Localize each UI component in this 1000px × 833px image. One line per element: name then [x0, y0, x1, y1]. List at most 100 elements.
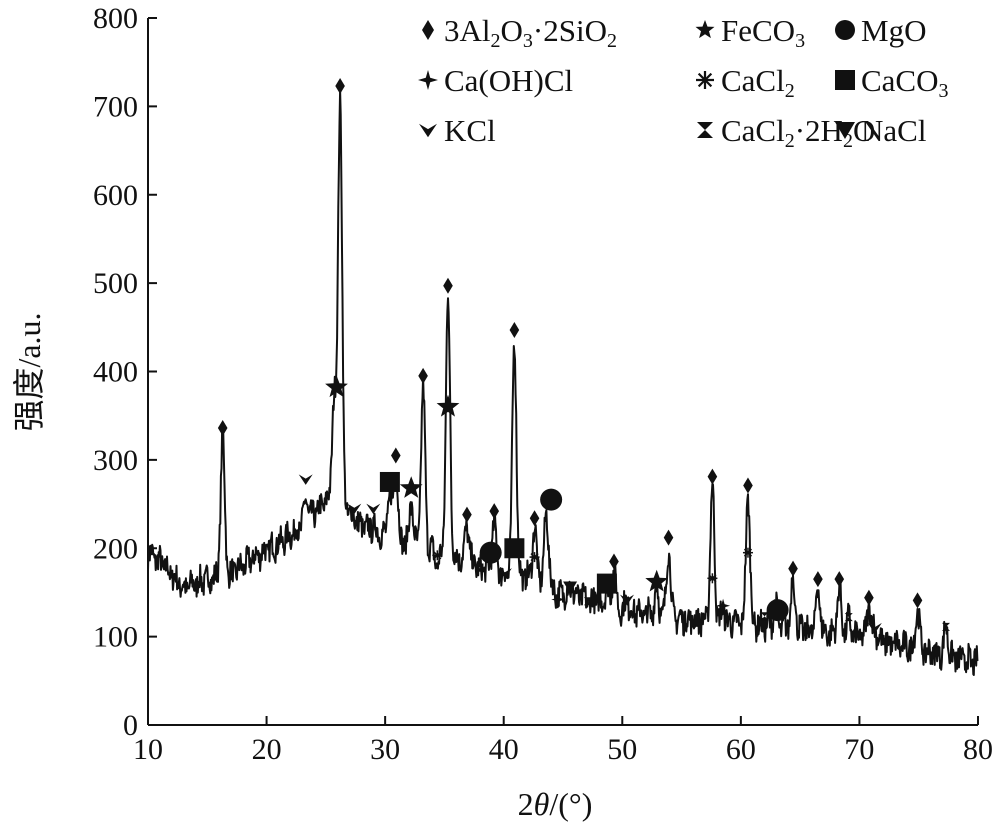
legend-label-part: 3 — [523, 30, 533, 52]
asterisk-marker — [529, 552, 540, 563]
legend-label-part: 3 — [939, 80, 949, 102]
chevron-marker — [298, 474, 313, 485]
diamond-marker — [743, 477, 753, 494]
legend-item: NaCl — [835, 113, 926, 148]
asterisk-marker — [707, 573, 718, 584]
diamond-marker — [788, 560, 798, 577]
legend-item: Ca(OH)Cl — [418, 63, 573, 98]
diffraction-pattern-line — [147, 89, 979, 676]
y-tick-label: 200 — [93, 532, 138, 565]
legend-label-part: Ca(OH)Cl — [444, 63, 573, 98]
legend-label-part: 2 — [785, 130, 795, 152]
cross4-marker — [716, 598, 731, 613]
legend-label-part: CaCl — [721, 63, 785, 98]
x-axis-label-part: /(°) — [549, 786, 592, 822]
y-tick-label: 100 — [93, 621, 138, 654]
chevron-marker — [497, 568, 512, 579]
legend-label: MgO — [861, 13, 926, 48]
x-axis-label-part: 2 — [518, 786, 534, 822]
legend-item: 3Al2O3·2SiO2 — [422, 13, 617, 52]
plot-area: 0 100 200 300 400 500 600 700 800 10 20 30 40 50 60 70… — [93, 2, 993, 766]
legend-item: KCl — [419, 113, 496, 148]
legend-label-part: ·2SiO — [533, 13, 607, 48]
legend-label-part: MgO — [861, 13, 926, 48]
bowtie-legend-icon — [697, 122, 713, 138]
diamond-marker — [813, 571, 823, 588]
legend-label-part: CaCO — [861, 63, 939, 98]
chevron-marker — [366, 503, 381, 515]
x-tick-label: 60 — [726, 733, 756, 766]
legend-label-part: NaCl — [861, 113, 926, 148]
star-legend-icon — [695, 20, 715, 39]
legend-item: CaCl2 — [696, 63, 795, 102]
legend-label-part: KCl — [444, 113, 496, 148]
legend-label: 3Al2O3·2SiO2 — [444, 13, 617, 52]
square-marker — [379, 471, 400, 492]
asterisk-marker — [742, 547, 753, 558]
legend-label-part: 2 — [785, 80, 795, 102]
legend-label: Ca(OH)Cl — [444, 63, 573, 98]
chevron-legend-icon — [419, 123, 437, 138]
diamond-marker — [509, 321, 520, 338]
star-marker — [399, 476, 423, 498]
diamond-marker — [462, 506, 472, 523]
y-tick-label: 800 — [93, 2, 138, 35]
y-axis-label: 强度/a.u. — [11, 312, 47, 431]
diamond-marker — [864, 589, 874, 606]
legend-label-part: 2 — [843, 130, 853, 152]
legend-label-part: 3 — [795, 30, 805, 52]
legend-label: FeCO3 — [721, 13, 805, 52]
chevron-marker — [620, 594, 635, 606]
peak-markers — [217, 78, 950, 634]
bowtie-marker — [844, 613, 853, 622]
diamond-marker — [912, 592, 923, 609]
y-tick-label: 0 — [123, 709, 138, 742]
triangle-down-legend-icon — [835, 122, 855, 139]
x-tick-label: 30 — [370, 733, 400, 766]
x-tick-label: 40 — [489, 733, 519, 766]
circle-marker — [540, 488, 563, 511]
y-tick-label: 300 — [93, 444, 138, 477]
x-tick-label: 10 — [133, 733, 163, 766]
legend-label-part: 2 — [491, 30, 501, 52]
circle-legend-icon — [835, 20, 855, 40]
asterisk-legend-icon — [696, 71, 714, 89]
legend-label: CaCl2 — [721, 63, 795, 102]
y-tick-label: 400 — [93, 356, 138, 389]
diamond-marker — [707, 468, 718, 485]
diamond-marker — [489, 503, 500, 520]
square-marker — [596, 573, 617, 594]
diamond-marker — [609, 553, 619, 570]
diamond-marker — [418, 367, 428, 384]
chevron-marker — [867, 622, 882, 634]
y-tick-label: 500 — [93, 267, 138, 300]
legend-label-part: O — [853, 113, 875, 148]
legend-label: CaCl2·2H2O — [721, 113, 875, 152]
circle-marker — [479, 541, 502, 564]
x-tick-label: 20 — [252, 733, 282, 766]
star-marker — [325, 375, 348, 398]
legend-item: CaCl2·2H2O — [697, 113, 875, 152]
x-axis-label: 2θ/(°) — [518, 786, 593, 822]
y-tick-label: 700 — [93, 90, 138, 123]
y-tick-label: 600 — [93, 179, 138, 212]
asterisk-marker — [432, 550, 443, 561]
legend-label-part: O — [501, 13, 523, 48]
triangle-down-marker — [563, 581, 578, 594]
x-ticks: 10 20 30 40 50 60 70 80 — [133, 716, 993, 766]
bowtie-marker — [476, 563, 484, 572]
x-tick-label: 50 — [607, 733, 637, 766]
y-ticks: 0 100 200 300 400 500 600 700 800 — [93, 2, 157, 742]
legend-item: CaCO3 — [835, 63, 949, 102]
legend-label-part: CaCl — [721, 113, 785, 148]
legend-label: CaCO3 — [861, 63, 949, 102]
diamond-marker — [443, 277, 453, 294]
diamond-marker — [663, 529, 674, 546]
diamond-marker — [391, 447, 401, 464]
diamond-marker — [217, 420, 228, 437]
diamond-legend-icon — [422, 20, 434, 40]
star-marker — [436, 394, 460, 417]
circle-marker — [766, 599, 789, 622]
